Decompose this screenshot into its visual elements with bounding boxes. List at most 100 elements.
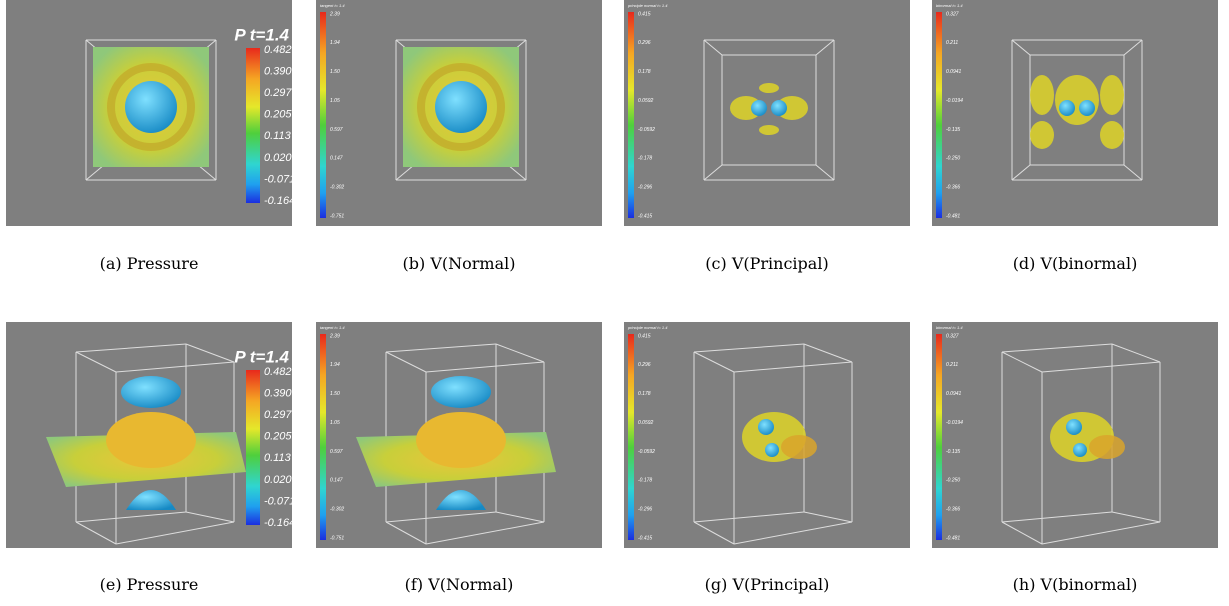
box-edge [1041, 361, 1161, 373]
caption: (c) V(Principal) [705, 254, 828, 273]
isosurface [1055, 75, 1099, 125]
ring [417, 63, 505, 151]
colorbar-label: 1.50 [330, 391, 340, 397]
box-edge [703, 39, 723, 56]
box-edge [693, 511, 805, 523]
sphere [431, 376, 491, 408]
colorbar-label: 0.0941 [946, 391, 962, 397]
box-edge [1041, 521, 1161, 545]
colorbar-title: binormal t= 1.4 [936, 325, 963, 330]
box-edge [385, 521, 427, 545]
colorbar [246, 48, 260, 203]
colorbar-label: -0.0715 [264, 173, 302, 185]
colorbar-label: 0.178 [638, 69, 651, 75]
box-edge [185, 343, 235, 363]
caption: (h) V(binormal) [1013, 575, 1138, 594]
box-edge [733, 361, 853, 373]
colorbar-label: 0.147 [330, 478, 343, 484]
box-edge [495, 343, 545, 363]
box-edge [75, 351, 117, 373]
colorbar-label: 2.39 [329, 11, 340, 17]
box-edge [1001, 351, 1043, 373]
colorbar-label: -0.366 [946, 184, 960, 190]
colorbar-title: P t=1.4 [234, 25, 289, 44]
colorbar-title: principle normal t= 1.4 [627, 3, 668, 8]
box-edge [803, 511, 853, 523]
colorbar [628, 12, 634, 218]
colorbar-label: 1.94 [330, 40, 340, 46]
sphere [751, 100, 767, 116]
box-edge [733, 521, 853, 545]
isosurface [1100, 75, 1124, 115]
box-edge [693, 343, 805, 353]
colorbar-label: 0.113 [264, 452, 292, 464]
colorbar-label: 2.39 [329, 333, 340, 339]
caption: (g) V(Principal) [705, 575, 830, 594]
colorbar-title: binormal t= 1.4 [936, 3, 963, 8]
box-edge [1011, 39, 1031, 56]
box-edge [1111, 511, 1161, 523]
box-edge [1001, 511, 1113, 523]
caption: (a) Pressure [100, 254, 199, 273]
sphere [771, 100, 787, 116]
colorbar-label: 0.297 [264, 87, 292, 99]
colorbar-label: 0.390 [264, 65, 292, 77]
colorbar-title: tangent t= 1.4 [320, 325, 345, 330]
box-edge [395, 164, 415, 181]
isosurface [1089, 435, 1125, 459]
colorbar-label: 0.482 [264, 44, 292, 56]
colorbar [936, 12, 942, 218]
colorbar-title: P t=1.4 [234, 347, 289, 366]
colorbar-label: 0.415 [638, 333, 651, 339]
cone [126, 490, 176, 510]
isosurface [781, 435, 817, 459]
colorbar-title: tangent t= 1.4 [320, 3, 345, 8]
colorbar-label: 0.597 [330, 127, 343, 133]
sphere [1079, 100, 1095, 116]
box-edge [425, 521, 545, 545]
colorbar-label: -0.164 [264, 517, 295, 529]
colorbar-label: -0.751 [330, 213, 344, 219]
box-edge [703, 164, 723, 181]
colorbar-label: -0.415 [638, 535, 652, 541]
box-edge [1123, 164, 1143, 181]
colorbar [320, 12, 326, 218]
colorbar [628, 334, 634, 540]
box-edge [75, 521, 117, 545]
colorbar-label: -0.0592 [638, 127, 655, 133]
colorbar-label: 0.0941 [946, 69, 962, 75]
colorbar-label: 0.211 [946, 362, 958, 368]
colorbar-label: -0.415 [638, 213, 652, 219]
colorbar-label: 1.94 [330, 362, 340, 368]
colorbar-label: 0.297 [264, 409, 292, 421]
colorbar-label: -0.296 [638, 506, 652, 512]
colorbar-label: -0.135 [946, 449, 960, 455]
box-edge [815, 164, 835, 181]
colorbar [320, 334, 326, 540]
caption: (f) V(Normal) [405, 575, 514, 594]
colorbar-label: -0.481 [946, 535, 960, 541]
colorbar [936, 334, 942, 540]
box-edge [385, 351, 427, 373]
box-edge [1001, 521, 1043, 545]
colorbar-label: 0.597 [330, 449, 343, 455]
box-edge [1001, 343, 1113, 353]
sphere [1059, 100, 1075, 116]
box-edge [385, 511, 497, 523]
box-edge [507, 164, 527, 181]
colorbar-label: 0.205 [264, 431, 292, 443]
colorbar-label: 0.178 [638, 391, 651, 397]
isosurface [1100, 121, 1124, 149]
sphere [435, 81, 487, 133]
isosurface [1030, 75, 1054, 115]
box-edge [815, 39, 835, 56]
colorbar-label: 0.0207 [264, 474, 299, 486]
box-edge [693, 521, 735, 545]
colorbar-label: -0.751 [330, 535, 344, 541]
colorbar-label: -0.366 [946, 506, 960, 512]
box-edge [115, 361, 235, 373]
colorbar-label: 0.113 [264, 130, 292, 142]
ring [107, 63, 195, 151]
colorbar-label: 1.05 [330, 98, 340, 104]
box-edge [385, 343, 497, 353]
